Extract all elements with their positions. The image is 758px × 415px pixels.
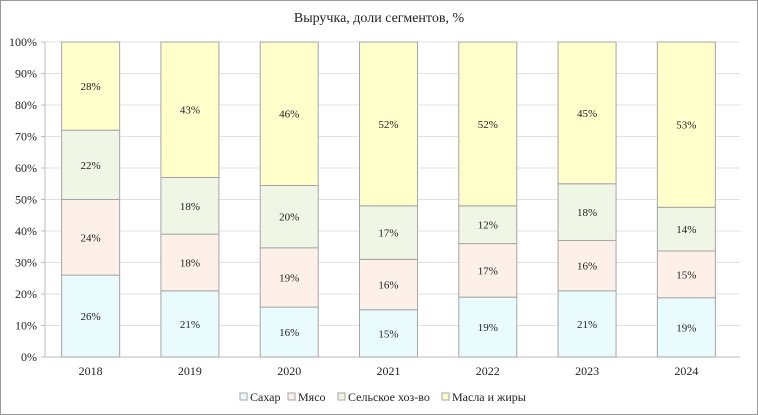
x-tick-label: 2021 [377,364,401,378]
data-label: 15% [676,269,696,281]
data-label: 18% [577,207,597,219]
x-tick-label: 2022 [476,364,500,378]
data-label: 45% [577,108,597,120]
y-tick-label: 100% [9,35,37,49]
y-tick-label: 80% [15,98,37,112]
bar-segment [458,41,518,207]
y-tick-label: 50% [15,193,37,207]
bar-segment [160,176,220,235]
data-label: 15% [378,328,398,340]
bar-segment [656,206,716,252]
legend-label: Сахар [250,390,281,404]
y-tick-label: 0% [21,350,37,364]
x-tick-label: 2018 [79,364,103,378]
y-tick-label: 10% [15,319,37,333]
bar-segment [359,41,418,207]
bar-segment [61,41,121,131]
bar-segment [656,41,716,208]
data-label: 16% [378,280,398,292]
x-tick-label: 2023 [575,364,599,378]
y-tick-label: 60% [15,161,37,175]
bar-segment [359,309,418,358]
data-label: 28% [81,81,101,93]
x-tick-label: 2024 [674,364,698,378]
bar-segment [557,290,617,358]
bar-segment [458,243,518,298]
legend-swatch [239,392,248,401]
data-label: 14% [676,224,696,236]
chart-title: Выручка, доли сегментов, % [294,11,465,26]
data-label: 19% [676,322,696,334]
bar-segment [160,41,220,178]
data-label: 52% [378,119,398,131]
data-label: 22% [81,160,101,172]
x-tick-label: 2020 [277,364,301,378]
bar-segment [656,250,716,299]
data-label: 52% [478,119,498,131]
data-label: 21% [577,319,597,331]
legend-label: Мясо [298,390,326,404]
bar-segment [557,239,617,292]
data-label: 18% [180,258,200,270]
y-tick-label: 20% [15,287,37,301]
legend-swatch [441,392,450,401]
data-label: 24% [81,232,101,244]
y-tick-label: 30% [15,256,37,270]
data-label: 26% [81,311,101,323]
data-label: 53% [676,120,696,132]
bar-segment [259,306,319,358]
x-tick-label: 2019 [178,364,202,378]
data-label: 16% [577,261,597,273]
data-label: 19% [478,322,498,334]
data-label: 19% [279,272,299,284]
y-tick-label: 90% [15,67,37,81]
bar-segment [259,41,319,186]
bar-segment [61,274,121,358]
data-label: 43% [180,105,200,117]
data-label: 46% [279,109,299,121]
data-label: 18% [180,201,200,213]
legend-swatch [287,392,296,401]
y-tick-label: 70% [15,130,37,144]
data-label: 16% [279,327,299,339]
bar-segment [160,290,220,358]
data-label: 20% [279,212,299,224]
data-label: 17% [378,228,398,240]
bar-segment [61,199,121,276]
bar-segment [557,183,617,241]
bar-segment [557,41,617,185]
bar-segment [160,233,220,292]
legend-swatch [337,392,346,401]
legend-label: Сельское хоз-во [348,390,430,404]
legend-label: Масла и жиры [452,390,526,404]
bar-segment [656,297,716,358]
data-label: 21% [180,319,200,331]
bar-segment [61,129,121,200]
bar-segment [458,205,518,245]
data-label: 17% [478,265,498,277]
y-tick-label: 40% [15,224,37,238]
data-label: 12% [478,220,498,232]
